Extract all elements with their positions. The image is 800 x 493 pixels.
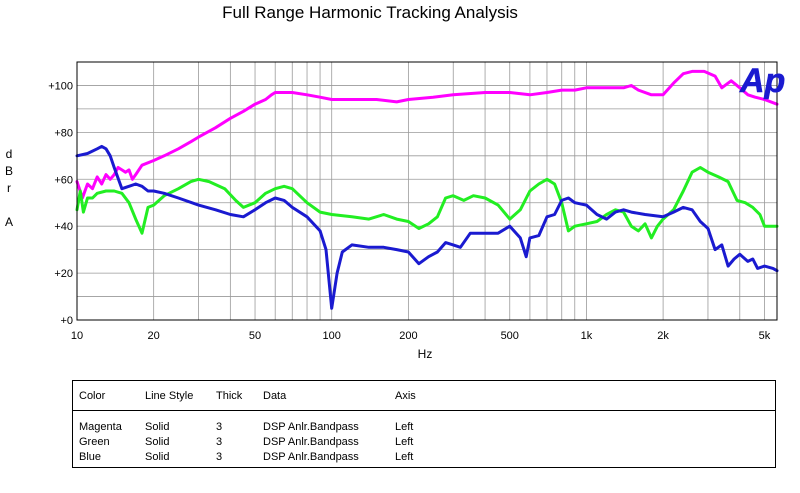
chart-svg: Full Range Harmonic Tracking Analysis 10…: [5, 3, 786, 361]
legend-cell-data: DSP Anlr.Bandpass: [263, 451, 359, 463]
legend-header-line-style: Line Style: [145, 390, 194, 402]
y-tick-label: +100: [48, 80, 73, 92]
x-tick-label: 50: [249, 330, 261, 342]
x-tick-label: 100: [323, 330, 341, 342]
legend-cell-data: DSP Anlr.Bandpass: [263, 436, 359, 448]
y-axis-label-char: A: [5, 215, 13, 229]
y-tick-label: +20: [54, 268, 73, 280]
legend-cell-line-style: Solid: [145, 436, 170, 448]
legend-cell-axis: Left: [395, 421, 414, 433]
legend-header-axis: Axis: [395, 390, 416, 402]
y-axis-label: dBr A: [5, 147, 13, 229]
y-axis-label-char: r: [7, 181, 11, 195]
x-tick-label: 5k: [759, 330, 771, 342]
x-tick-label: 200: [399, 330, 417, 342]
y-axis-label-char: d: [6, 147, 13, 161]
legend-table: Color Line Style Thick Data Axis Magenta…: [72, 380, 776, 468]
y-tick-label: +80: [54, 127, 73, 139]
y-axis-label-char: B: [5, 164, 13, 178]
x-axis-label: Hz: [418, 347, 433, 361]
legend-cell-color: Magenta: [79, 421, 122, 433]
x-tick-label: 20: [148, 330, 160, 342]
y-tick-label: +0: [60, 315, 73, 327]
legend-cell-color: Green: [79, 436, 110, 448]
chart-series: [75, 69, 779, 310]
x-tick-label: 500: [501, 330, 519, 342]
legend-cell-line-style: Solid: [145, 451, 170, 463]
legend-header-data: Data: [263, 390, 287, 402]
x-tick-label: 1k: [581, 330, 593, 342]
series-line-0: [75, 69, 779, 200]
legend-cell-line-style: Solid: [145, 421, 170, 433]
legend-cell-data: DSP Anlr.Bandpass: [263, 421, 359, 433]
axis-ticks: 10 20 50 100 200 500 1k 2k 5k +0 +20 +40 +60 +80 +100: [48, 80, 771, 342]
chart-grid: [76, 61, 777, 321]
y-tick-label: +60: [54, 174, 73, 186]
legend-header-color: Color: [79, 390, 106, 402]
legend-header-thick: Thick: [216, 390, 243, 402]
ap-logo: Ap: [739, 62, 785, 100]
y-tick-label: +40: [54, 221, 73, 233]
legend-cell-axis: Left: [395, 451, 414, 463]
x-tick-label: 10: [71, 330, 83, 342]
plot-frame: [76, 61, 778, 321]
legend-cell-thick: 3: [216, 436, 223, 448]
series-line-1: [75, 166, 779, 240]
x-tick-label: 2k: [657, 330, 669, 342]
series-line-2: [75, 144, 779, 310]
legend-cell-axis: Left: [395, 436, 414, 448]
legend-cell-thick: 3: [216, 421, 223, 433]
legend-cell-thick: 3: [216, 451, 223, 463]
legend-header-row: Color Line Style Thick Data Axis: [73, 381, 775, 411]
chart-title: Full Range Harmonic Tracking Analysis: [222, 3, 518, 22]
legend-cell-color: Blue: [79, 451, 102, 463]
